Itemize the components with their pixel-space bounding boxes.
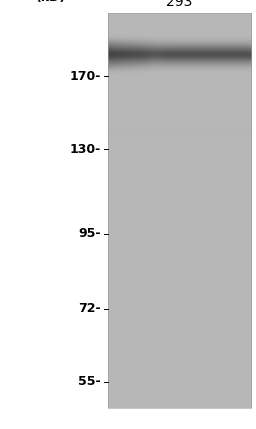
Text: 293: 293 (166, 0, 193, 9)
Text: 170-: 170- (70, 70, 101, 83)
Text: 72-: 72- (79, 302, 101, 315)
Text: (kD): (kD) (36, 0, 66, 4)
Text: 95-: 95- (79, 227, 101, 240)
Text: 55-: 55- (79, 375, 101, 388)
Text: 130-: 130- (70, 142, 101, 155)
